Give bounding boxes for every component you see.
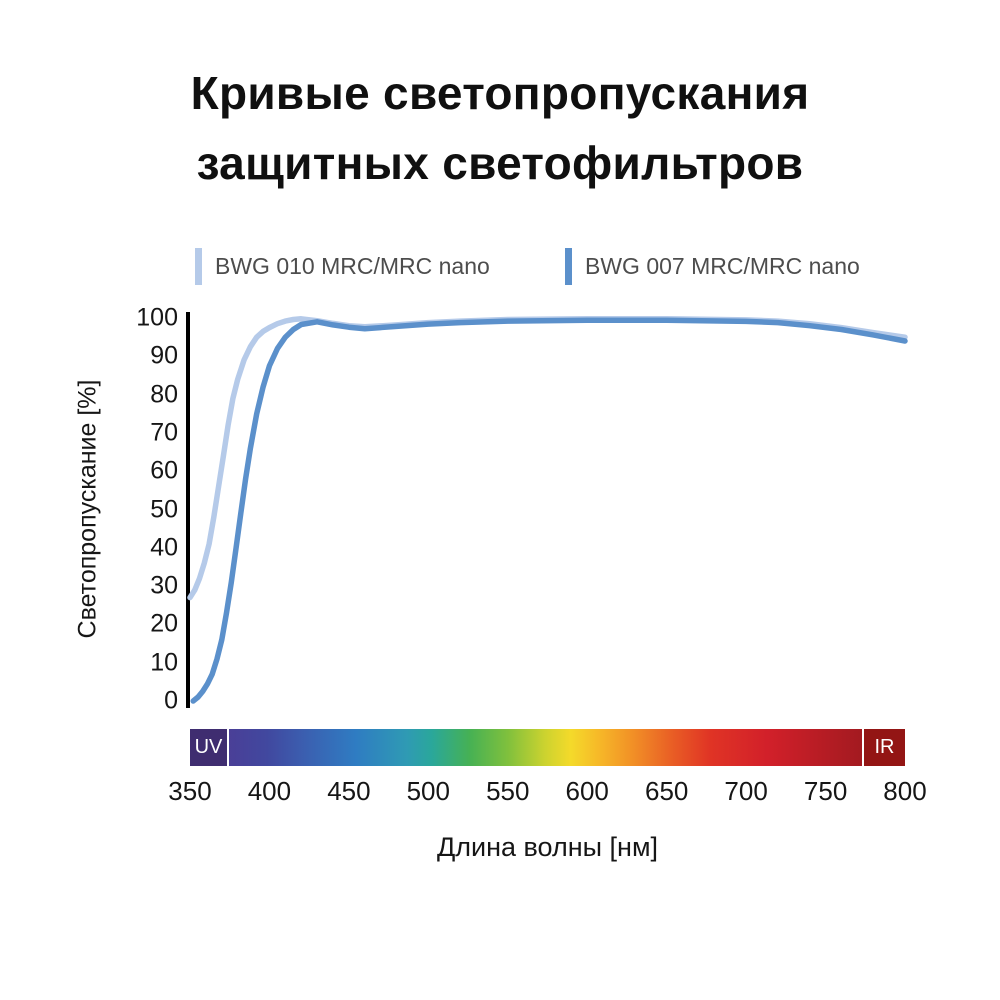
y-tick-60: 60 — [150, 456, 178, 485]
x-tick-labels: 350 400 450 500 550 600 650 700 750 800 — [168, 776, 926, 808]
x-tick-800: 800 — [883, 776, 927, 806]
x-tick-450: 450 — [327, 776, 371, 806]
ir-label: IR — [862, 729, 905, 766]
x-tick-600: 600 — [565, 776, 609, 806]
y-tick-80: 80 — [150, 380, 178, 409]
spectrum-gradient — [229, 729, 862, 766]
chart-title: Кривые светопропускания защитных светофил… — [0, 58, 1000, 199]
y-tick-30: 30 — [150, 571, 178, 600]
x-axis-title: Длина волны [нм] — [436, 832, 659, 862]
y-tick-40: 40 — [150, 533, 178, 562]
x-tick-750: 750 — [803, 776, 848, 806]
x-tick-550: 550 — [486, 776, 530, 806]
series-line-2 — [190, 317, 908, 704]
x-tick-500: 500 — [406, 776, 450, 806]
legend-swatch-bwg007 — [565, 247, 572, 285]
y-tick-70: 70 — [150, 418, 178, 447]
y-tick-0: 0 — [164, 686, 178, 715]
legend-label-bwg010: BWG 010 MRC/MRC nano — [215, 252, 490, 279]
legend-label-bwg007: BWG 007 MRC/MRC nano — [585, 252, 860, 279]
y-tick-50: 50 — [150, 495, 178, 523]
uv-label: UV — [190, 729, 229, 766]
x-tick-700: 700 — [724, 776, 768, 806]
y-tick-90: 90 — [150, 341, 178, 370]
legend-item-bwg010: BWG 010 MRC/MRC nano — [195, 246, 490, 286]
legend-swatch-bwg010 — [195, 247, 202, 285]
y-tick-labels: 0 10 20 30 40 50 60 70 80 90 100 — [88, 304, 178, 715]
spectrum-bar: UV IR — [190, 729, 905, 766]
legend-item-bwg007: BWG 007 MRC/MRC nano — [565, 246, 860, 286]
plot-area — [187, 316, 908, 704]
y-tick-100: 100 — [136, 303, 178, 332]
chart-title-line2: защитных светофильтров — [196, 137, 804, 190]
x-tick-350: 350 — [168, 776, 212, 806]
y-tick-20: 20 — [150, 609, 178, 638]
chart-title-line1: Кривые светопропускания — [190, 67, 810, 119]
x-tick-650: 650 — [644, 776, 689, 806]
y-tick-10: 10 — [150, 648, 178, 677]
y-axis-line — [186, 312, 190, 708]
series-line-1 — [187, 316, 908, 601]
x-tick-400: 400 — [247, 776, 292, 806]
